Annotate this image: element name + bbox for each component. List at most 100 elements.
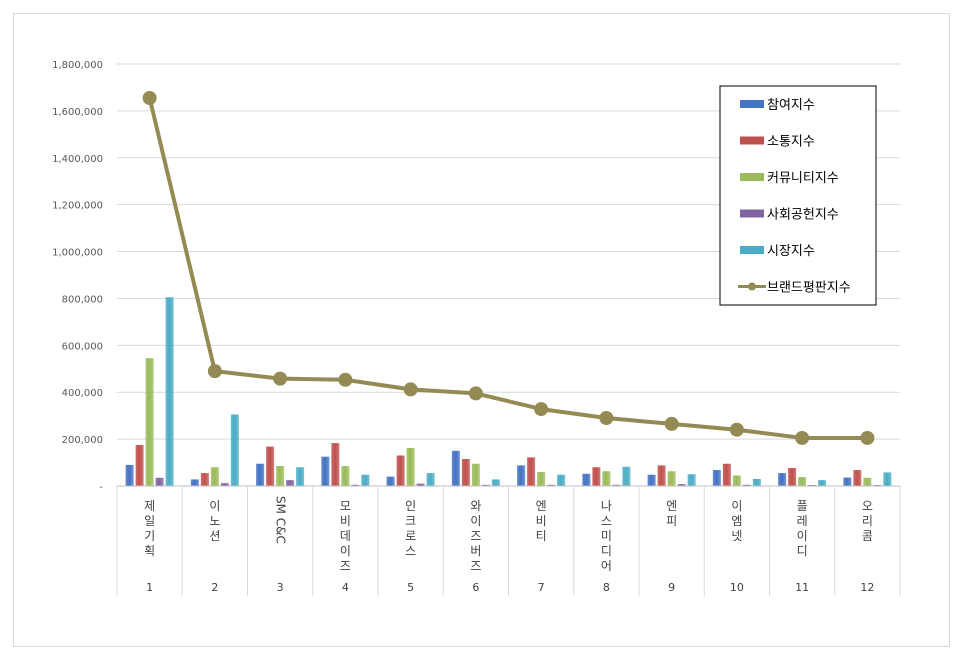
rank-label: 2 <box>211 581 218 594</box>
bar-3-5 <box>406 448 415 486</box>
bar-5-10 <box>752 478 761 486</box>
category-label-glyph: 기 <box>144 529 155 543</box>
brand-score-point <box>468 386 483 401</box>
brand-score-point <box>599 411 614 426</box>
category-label-glyph: 나 <box>601 499 612 513</box>
category-label-glyph: 즈 <box>340 559 351 573</box>
category-label-glyph: 디 <box>797 544 808 558</box>
y-tick-label: 400,000 <box>62 388 103 399</box>
bar-2-3 <box>266 446 275 486</box>
rank-label: 10 <box>730 581 744 594</box>
y-tick-label: 800,000 <box>62 294 103 305</box>
legend-swatch-marker <box>748 282 756 291</box>
bar-3-2 <box>210 467 219 486</box>
legend-swatch <box>740 209 764 218</box>
bar-3-9 <box>667 471 676 486</box>
category-label-glyph: 로 <box>405 529 416 543</box>
bar-3-8 <box>602 471 611 486</box>
rank-label: 9 <box>668 581 675 594</box>
category-label-glyph: 미 <box>601 529 612 543</box>
bar-4-10 <box>742 484 751 486</box>
bar-4-2 <box>220 483 229 486</box>
y-tick-label: 1,800,000 <box>52 60 103 71</box>
line-series <box>142 90 875 445</box>
bar-5-2 <box>230 414 239 486</box>
category-label-glyph: 이 <box>470 514 481 528</box>
brand-score-point <box>207 364 222 379</box>
category-label-glyph: 인 <box>405 499 416 513</box>
brand-score-point <box>795 430 810 445</box>
bar-5-9 <box>687 474 696 486</box>
bar-1-4 <box>321 456 330 486</box>
bar-3-1 <box>145 358 154 486</box>
category-label-glyph: 일 <box>144 514 155 528</box>
category-label-glyph: 티 <box>536 529 547 543</box>
brand-score-point <box>403 382 418 397</box>
y-tick-label: 1,600,000 <box>52 107 103 118</box>
brand-score-point <box>534 402 549 417</box>
category-label-glyph: 버 <box>470 544 481 558</box>
rank-label: 12 <box>860 581 874 594</box>
bar-3-10 <box>732 475 741 486</box>
bar-1-11 <box>778 473 787 486</box>
category-label-glyph: 데 <box>340 529 351 543</box>
bar-1-6 <box>451 450 460 486</box>
category-label-glyph: 비 <box>340 514 351 528</box>
bar-1-9 <box>647 474 656 486</box>
bar-4-8 <box>612 484 621 486</box>
bar-4-4 <box>351 484 360 486</box>
bar-1-2 <box>190 479 199 486</box>
category-label-glyph: 모 <box>340 499 351 513</box>
category-label-glyph: 획 <box>144 544 155 558</box>
y-tick-label: 600,000 <box>62 341 103 352</box>
category-label-glyph: 넷 <box>731 529 742 543</box>
bar-1-8 <box>582 473 591 486</box>
category-label-glyph: 이 <box>797 529 808 543</box>
category-label-glyph: 디 <box>601 544 612 558</box>
category-label-glyph: 어 <box>601 559 612 573</box>
bar-5-11 <box>818 480 827 486</box>
bar-4-5 <box>416 483 425 486</box>
legend-swatch <box>740 100 764 108</box>
bar-3-12 <box>863 477 872 486</box>
chart-frame <box>13 13 950 647</box>
bar-2-4 <box>331 443 340 486</box>
bar-4-7 <box>547 484 556 486</box>
bar-1-12 <box>843 477 852 486</box>
category-label-glyph: 플 <box>797 499 808 513</box>
rank-label: 7 <box>538 581 545 594</box>
bar-5-3 <box>296 467 305 486</box>
category-label-glyph: 비 <box>536 514 547 528</box>
legend-label: 사회공헌지수 <box>767 208 839 223</box>
bar-2-12 <box>853 470 862 486</box>
bar-5-4 <box>361 474 370 486</box>
legend-label: 커뮤니티지수 <box>767 171 839 186</box>
brand-score-point <box>664 416 679 431</box>
bar-3-4 <box>341 466 350 486</box>
bar-2-10 <box>722 463 731 486</box>
y-tick-label: - <box>99 482 103 493</box>
legend-box <box>719 85 877 306</box>
category-label-glyph: 스 <box>405 544 416 558</box>
bar-2-2 <box>200 473 209 486</box>
category-label-glyph: 콤 <box>862 529 873 543</box>
category-label-glyph: 즈 <box>470 529 481 543</box>
y-tick-label: 1,000,000 <box>52 248 103 259</box>
bar-4-3 <box>286 480 295 486</box>
bar-4-1 <box>155 477 164 486</box>
category-label-glyph: 이 <box>340 544 351 558</box>
legend-swatch <box>740 136 764 145</box>
y-tick-label: 200,000 <box>62 435 103 446</box>
bar-series <box>125 297 892 486</box>
category-label-glyph: 레 <box>797 514 808 528</box>
y-tick-label: 1,400,000 <box>52 154 103 165</box>
category-label-glyph: 크 <box>405 514 416 528</box>
bar-1-3 <box>256 463 265 486</box>
